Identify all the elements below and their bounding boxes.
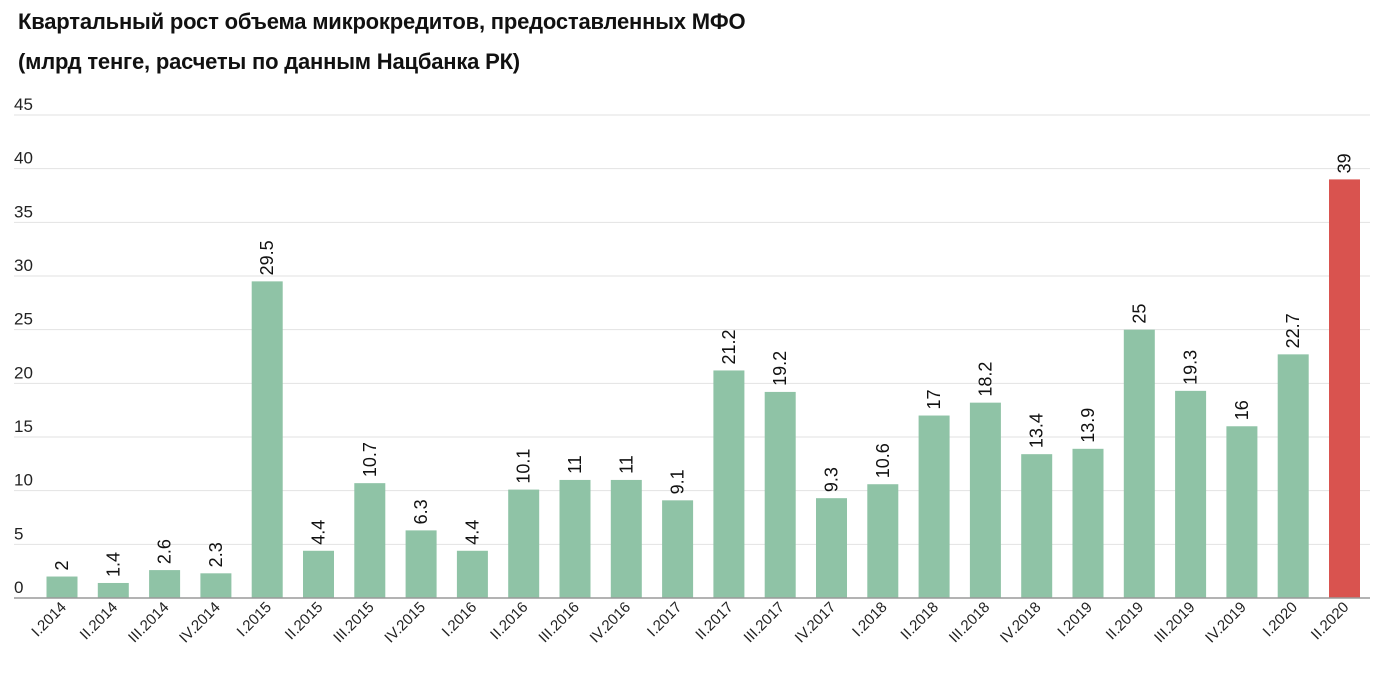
y-tick-label: 25 bbox=[14, 310, 33, 329]
value-label: 19.2 bbox=[770, 351, 790, 386]
bar-I.2014 bbox=[46, 576, 78, 598]
value-labels: 2 1.4 2.6 2.3 29.5 4.4 10.7 6.3 4.4 10.1 11 11 9.1 21… bbox=[52, 153, 1355, 577]
x-category-label: I.2017 bbox=[644, 599, 686, 641]
x-category-label: II.2018 bbox=[897, 599, 941, 643]
value-label: 21.2 bbox=[719, 329, 739, 364]
bar-II.2015 bbox=[303, 550, 334, 598]
x-category-label: IV.2016 bbox=[587, 599, 635, 647]
value-label: 22.7 bbox=[1283, 313, 1303, 348]
bar-II.2017 bbox=[713, 370, 745, 598]
bar-IV.2019 bbox=[1226, 426, 1258, 598]
x-axis-categories: I.2014 II.2014 III.2014 IV.2014 I.2015 II.201… bbox=[28, 599, 1352, 647]
value-label: 1.4 bbox=[103, 552, 123, 577]
y-tick-label: 40 bbox=[14, 149, 33, 168]
value-label: 6.3 bbox=[411, 499, 431, 524]
y-tick-label: 30 bbox=[14, 256, 33, 275]
x-category-label: IV.2018 bbox=[997, 599, 1045, 647]
value-label: 11 bbox=[565, 455, 585, 474]
x-category-label: I.2014 bbox=[28, 599, 70, 641]
value-label: 10.1 bbox=[514, 449, 534, 484]
value-label: 16 bbox=[1232, 400, 1252, 420]
value-label: 10.6 bbox=[873, 443, 893, 478]
bar-III.2016 bbox=[559, 479, 591, 598]
x-category-label: II.2015 bbox=[282, 599, 326, 643]
value-label: 9.1 bbox=[668, 469, 688, 494]
chart-title-line-2: (млрд тенге, расчеты по данным Нацбанка … bbox=[18, 49, 520, 74]
value-label: 18.2 bbox=[975, 362, 995, 397]
bar-IV.2016 bbox=[610, 479, 642, 598]
y-axis-ticks: 0 5 10 15 20 25 30 35 40 45 bbox=[14, 95, 33, 597]
x-category-label: III.2017 bbox=[741, 599, 788, 646]
bar-II.2016 bbox=[508, 489, 540, 598]
y-tick-label: 5 bbox=[14, 524, 23, 543]
value-label: 11 bbox=[616, 455, 636, 474]
y-tick-label: 10 bbox=[14, 471, 33, 490]
chart-title-line-1: Квартальный рост объема микрокредитов, п… bbox=[18, 9, 746, 34]
x-category-label: II.2014 bbox=[77, 599, 121, 643]
bar-III.2018 bbox=[969, 402, 1001, 598]
x-category-label: III.2014 bbox=[125, 599, 172, 646]
y-tick-label: 15 bbox=[14, 417, 33, 436]
value-label: 17 bbox=[924, 390, 944, 410]
bar-IV.2017 bbox=[816, 498, 847, 598]
x-category-label: IV.2014 bbox=[176, 599, 224, 647]
x-category-label: IV.2019 bbox=[1202, 599, 1250, 647]
x-category-label: III.2018 bbox=[946, 599, 993, 646]
x-category-label: I.2016 bbox=[439, 599, 481, 641]
bar-IV.2018 bbox=[1021, 454, 1053, 598]
x-category-label: II.2017 bbox=[692, 599, 736, 643]
bar-I.2016 bbox=[456, 550, 488, 598]
x-category-label: IV.2017 bbox=[792, 599, 840, 647]
bar-III.2015 bbox=[354, 483, 386, 598]
x-category-label: III.2015 bbox=[330, 599, 377, 646]
value-label: 2 bbox=[52, 561, 72, 571]
x-category-label: I.2019 bbox=[1054, 599, 1096, 641]
value-label: 10.7 bbox=[360, 442, 380, 477]
bar-III.2017 bbox=[764, 391, 796, 598]
y-tick-label: 35 bbox=[14, 202, 33, 221]
value-label: 2.3 bbox=[206, 542, 226, 567]
value-label: 9.3 bbox=[822, 467, 842, 492]
x-category-label: III.2019 bbox=[1151, 599, 1198, 646]
bar-II.2014 bbox=[97, 582, 129, 598]
y-tick-label: 45 bbox=[14, 95, 33, 114]
y-tick-label: 20 bbox=[14, 363, 33, 382]
gridlines bbox=[14, 114, 1370, 545]
value-label: 2.6 bbox=[155, 539, 175, 564]
bar-II.2020 bbox=[1329, 179, 1360, 598]
value-label: 25 bbox=[1129, 304, 1149, 324]
bar-IV.2015 bbox=[405, 530, 437, 598]
x-category-label: III.2016 bbox=[535, 599, 582, 646]
bar-I.2018 bbox=[867, 484, 899, 598]
x-category-label: I.2020 bbox=[1260, 599, 1302, 641]
x-category-label: I.2015 bbox=[234, 599, 276, 641]
value-label: 19.3 bbox=[1181, 350, 1201, 385]
x-category-label: I.2018 bbox=[849, 599, 891, 641]
value-label: 29.5 bbox=[257, 240, 277, 275]
x-category-label: II.2020 bbox=[1308, 599, 1352, 643]
bar-III.2014 bbox=[149, 570, 181, 598]
bars bbox=[46, 179, 1360, 598]
bar-III.2019 bbox=[1175, 390, 1207, 598]
value-label: 39 bbox=[1335, 153, 1355, 173]
x-category-label: IV.2015 bbox=[381, 599, 429, 647]
bar-II.2019 bbox=[1123, 329, 1155, 598]
y-tick-label: 0 bbox=[14, 578, 23, 597]
value-label: 4.4 bbox=[309, 520, 329, 545]
bar-I.2017 bbox=[662, 500, 694, 598]
bar-I.2015 bbox=[251, 281, 283, 598]
x-category-label: II.2016 bbox=[487, 599, 531, 643]
bar-IV.2014 bbox=[200, 573, 232, 598]
value-label: 13.4 bbox=[1027, 413, 1047, 448]
bar-II.2018 bbox=[918, 415, 950, 598]
x-category-label: II.2019 bbox=[1103, 599, 1147, 643]
bar-I.2019 bbox=[1072, 448, 1104, 598]
bar-I.2020 bbox=[1277, 354, 1309, 598]
value-label: 4.4 bbox=[462, 520, 482, 545]
value-label: 13.9 bbox=[1078, 408, 1098, 443]
